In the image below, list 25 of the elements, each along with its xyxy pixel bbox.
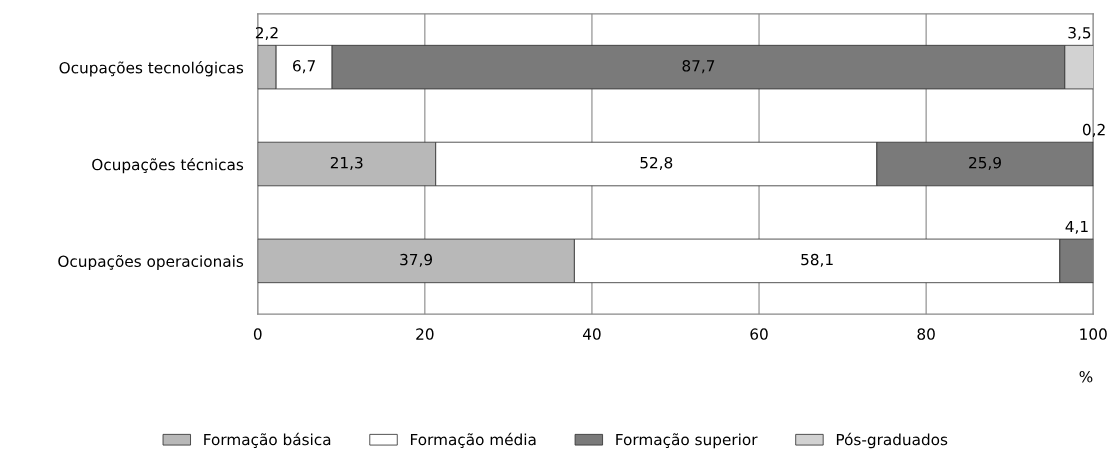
data-label: 4,1 [1065, 220, 1088, 234]
y-tick-label: Ocupações operacionais [58, 254, 244, 270]
data-label: 87,7 [682, 60, 715, 74]
data-label: 6,7 [293, 60, 315, 74]
legend-label: Pós-graduados [836, 432, 948, 449]
x-tick-label: 100 [1080, 328, 1107, 340]
data-label: 52,8 [640, 156, 673, 170]
x-tick-label: 20 [416, 328, 434, 340]
data-label: 2,2 [255, 26, 278, 41]
x-tick-label: 60 [750, 328, 768, 340]
x-tick-label: 80 [917, 328, 935, 340]
data-label: 37,9 [400, 253, 433, 267]
y-tick-label: Ocupações técnicas [92, 157, 244, 174]
data-label: 25,9 [969, 156, 1001, 170]
data-label: 21,3 [330, 156, 363, 170]
legend-label: Formação superior [616, 433, 758, 449]
x-tick-label: 40 [582, 328, 601, 340]
x-tick-label: 0 [253, 328, 262, 340]
x-axis-title: % [1079, 370, 1093, 383]
legend-label: Formação média [410, 432, 536, 449]
data-label: 3,5 [1068, 26, 1091, 41]
data-label: 58,1 [801, 253, 833, 267]
legend-label: Formação básica [204, 432, 331, 449]
data-label: 0,2 [1082, 123, 1105, 137]
y-tick-label: Ocupações tecnológicas [59, 61, 244, 77]
